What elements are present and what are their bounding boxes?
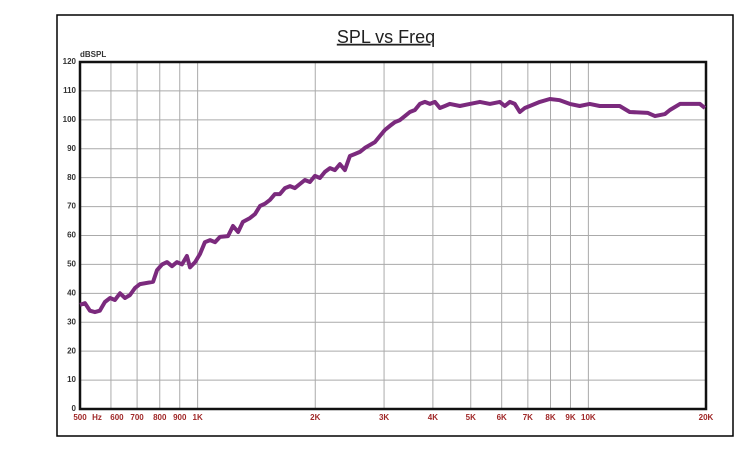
y-tick-label: 80: [67, 173, 76, 182]
y-tick-label: 70: [67, 202, 76, 211]
y-tick-label: 40: [67, 288, 76, 297]
x-tick-label: 800: [153, 413, 167, 422]
x-tick-label: 900: [173, 413, 187, 422]
x-tick-label: 1K: [193, 413, 203, 422]
x-tick-label: 500: [73, 413, 87, 422]
x-axis-label: Hz: [92, 413, 102, 422]
chart-title: SPL vs Freq: [337, 27, 435, 47]
y-tick-label: 20: [67, 346, 76, 355]
x-tick-label: 5K: [466, 413, 476, 422]
y-tick-label: 110: [63, 86, 76, 95]
frame: [56, 14, 734, 437]
y-axis-label: dBSPL: [80, 50, 106, 59]
data-line: [79, 97, 707, 315]
x-tick-label: 8K: [545, 413, 555, 422]
x-tick-label: 3K: [379, 413, 389, 422]
x-tick-label: 20K: [699, 413, 714, 422]
y-tick-label: 30: [67, 317, 76, 326]
x-tick-label: 9K: [565, 413, 575, 422]
x-tick-label: 4K: [428, 413, 438, 422]
plot-border: [78, 60, 708, 411]
y-tick-label: 0: [72, 404, 77, 413]
x-tick-label: 7K: [523, 413, 533, 422]
y-tick-label: 10: [67, 375, 76, 384]
x-tick-label: 600: [110, 413, 124, 422]
y-tick-label: 90: [67, 144, 76, 153]
x-tick-label: 2K: [310, 413, 320, 422]
y-tick-label: 100: [63, 115, 77, 124]
x-tick-label: 700: [130, 413, 144, 422]
x-tick-label: 10K: [581, 413, 596, 422]
y-tick-label: 50: [67, 260, 76, 269]
x-tick-label: 6K: [497, 413, 507, 422]
y-tick-label: 120: [63, 57, 77, 66]
y-tick-label: 60: [67, 231, 76, 240]
